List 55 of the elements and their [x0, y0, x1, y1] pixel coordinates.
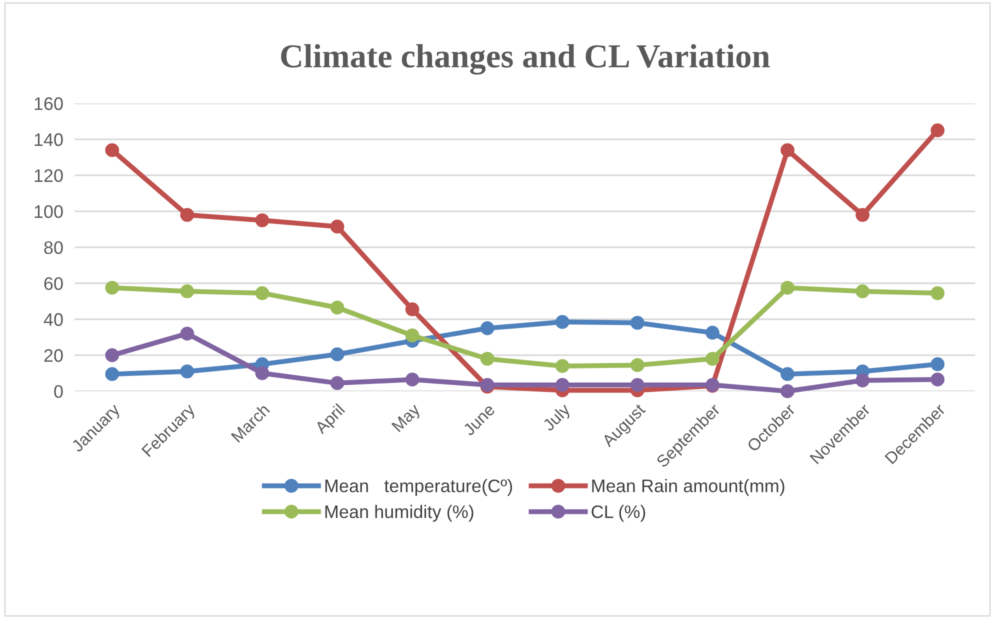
point	[630, 316, 644, 330]
point	[255, 366, 270, 380]
point	[856, 208, 870, 222]
y-tick-label: 120	[34, 169, 63, 182]
point	[930, 123, 945, 138]
point	[480, 352, 494, 366]
point	[630, 378, 644, 392]
y-tick-label: 140	[34, 133, 63, 146]
point	[105, 143, 120, 158]
point	[780, 143, 794, 158]
point	[330, 347, 344, 362]
point	[706, 352, 720, 366]
chart-title: Climate changes and CL Variation	[281, 44, 770, 75]
y-tick-label: 100	[34, 205, 63, 218]
point	[105, 367, 120, 382]
x-tick-label: May	[391, 402, 424, 435]
y-tick-label: 20	[44, 349, 63, 362]
point	[856, 284, 870, 298]
point	[330, 376, 344, 390]
point	[105, 280, 120, 295]
y-tick-label: 60	[44, 277, 63, 290]
point	[180, 208, 194, 222]
point	[330, 300, 344, 314]
point	[780, 384, 794, 398]
point	[105, 348, 120, 362]
point	[930, 372, 945, 386]
point	[930, 286, 945, 300]
point	[405, 372, 420, 386]
point	[555, 315, 570, 329]
point	[930, 357, 945, 372]
point	[405, 328, 420, 342]
point	[330, 220, 344, 234]
point	[255, 286, 270, 300]
point	[255, 213, 270, 228]
legend-label: CL (%)	[592, 504, 646, 522]
point	[555, 359, 570, 373]
y-tick-label: 40	[44, 313, 63, 326]
point	[780, 280, 794, 295]
legend-label: Mean temperature(Cº)	[325, 479, 512, 496]
point	[180, 284, 194, 298]
point	[780, 367, 794, 382]
point	[180, 364, 194, 378]
y-tick-label: 160	[34, 97, 63, 110]
point	[180, 326, 194, 341]
point	[405, 302, 420, 316]
y-tick-label: 0	[54, 385, 63, 398]
legend-label: Mean Rain amount(mm)	[592, 479, 784, 496]
y-tick-label: 80	[44, 241, 63, 254]
point	[555, 378, 570, 392]
point	[856, 373, 870, 388]
point	[630, 358, 644, 372]
x-tick-label: July	[542, 402, 574, 434]
legend-label: Mean humidity (%)	[325, 504, 474, 522]
point	[706, 326, 720, 340]
point	[480, 321, 494, 336]
